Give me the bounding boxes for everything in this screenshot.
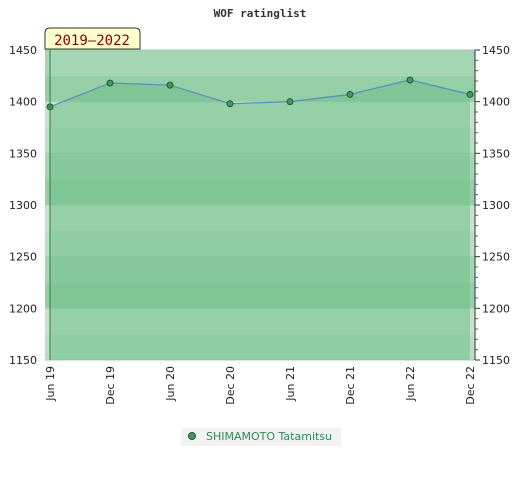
y-axis-left: 1150 1200 1250 1300 1350 1400 1450 bbox=[9, 44, 51, 367]
x-tick-label: Jun 20 bbox=[164, 366, 177, 402]
y-tick-label-left: 1400 bbox=[9, 96, 37, 109]
x-tick-label: Dec 19 bbox=[104, 366, 117, 405]
legend: SHIMAMOTO Tatamitsu bbox=[181, 428, 341, 446]
y-tick-label-left: 1150 bbox=[9, 354, 37, 367]
y-tick-label-left: 1350 bbox=[9, 147, 37, 160]
period-label: 2019–2022 bbox=[44, 27, 141, 50]
area-path bbox=[50, 79, 470, 360]
x-tick-label: Dec 20 bbox=[224, 366, 237, 405]
data-point bbox=[106, 79, 114, 87]
grid-band bbox=[45, 50, 475, 76]
x-tick-label: Dec 22 bbox=[464, 366, 477, 405]
period-label-text: 2019–2022 bbox=[54, 33, 130, 49]
legend-marker bbox=[188, 432, 196, 440]
y-tick-label-left: 1450 bbox=[9, 44, 37, 57]
x-tick-label: Jun 19 bbox=[44, 366, 57, 402]
y-tick-label-right: 1200 bbox=[482, 302, 510, 315]
x-tick-label: Dec 21 bbox=[344, 366, 357, 405]
y-tick-label-left: 1200 bbox=[9, 302, 37, 315]
data-point bbox=[226, 100, 234, 108]
legend-box bbox=[181, 428, 341, 446]
x-tick-label: Jun 22 bbox=[404, 366, 417, 402]
x-tick-label: Jun 21 bbox=[284, 366, 297, 402]
y-tick-label-right: 1300 bbox=[482, 199, 510, 212]
area-fill bbox=[50, 79, 470, 360]
y-tick-label-left: 1250 bbox=[9, 251, 37, 264]
series-line bbox=[49, 79, 471, 108]
legend-label: SHIMAMOTO Tatamitsu bbox=[206, 430, 332, 443]
data-point bbox=[166, 81, 174, 89]
y-axis-right: 1150 1200 1250 1300 1350 1400 1450 bbox=[474, 44, 510, 367]
y-tick-label-right: 1450 bbox=[482, 44, 510, 57]
data-point bbox=[286, 98, 294, 106]
period-label-box bbox=[44, 27, 141, 50]
y-tick-label-right: 1150 bbox=[482, 354, 510, 367]
x-axis: Jun 19 Dec 19 Jun 20 Dec 20 Jun 21 Dec 21 Jun … bbox=[44, 366, 477, 405]
data-point bbox=[346, 90, 354, 98]
data-point bbox=[466, 90, 474, 98]
chart-title: WOF ratinglist bbox=[214, 7, 307, 20]
y-tick-label-right: 1400 bbox=[482, 96, 510, 109]
y-tick-label-right: 1250 bbox=[482, 251, 510, 264]
data-point bbox=[406, 76, 414, 84]
y-tick-label-right: 1350 bbox=[482, 147, 510, 160]
series-polyline bbox=[49, 79, 471, 108]
y-tick-label-left: 1300 bbox=[9, 199, 37, 212]
